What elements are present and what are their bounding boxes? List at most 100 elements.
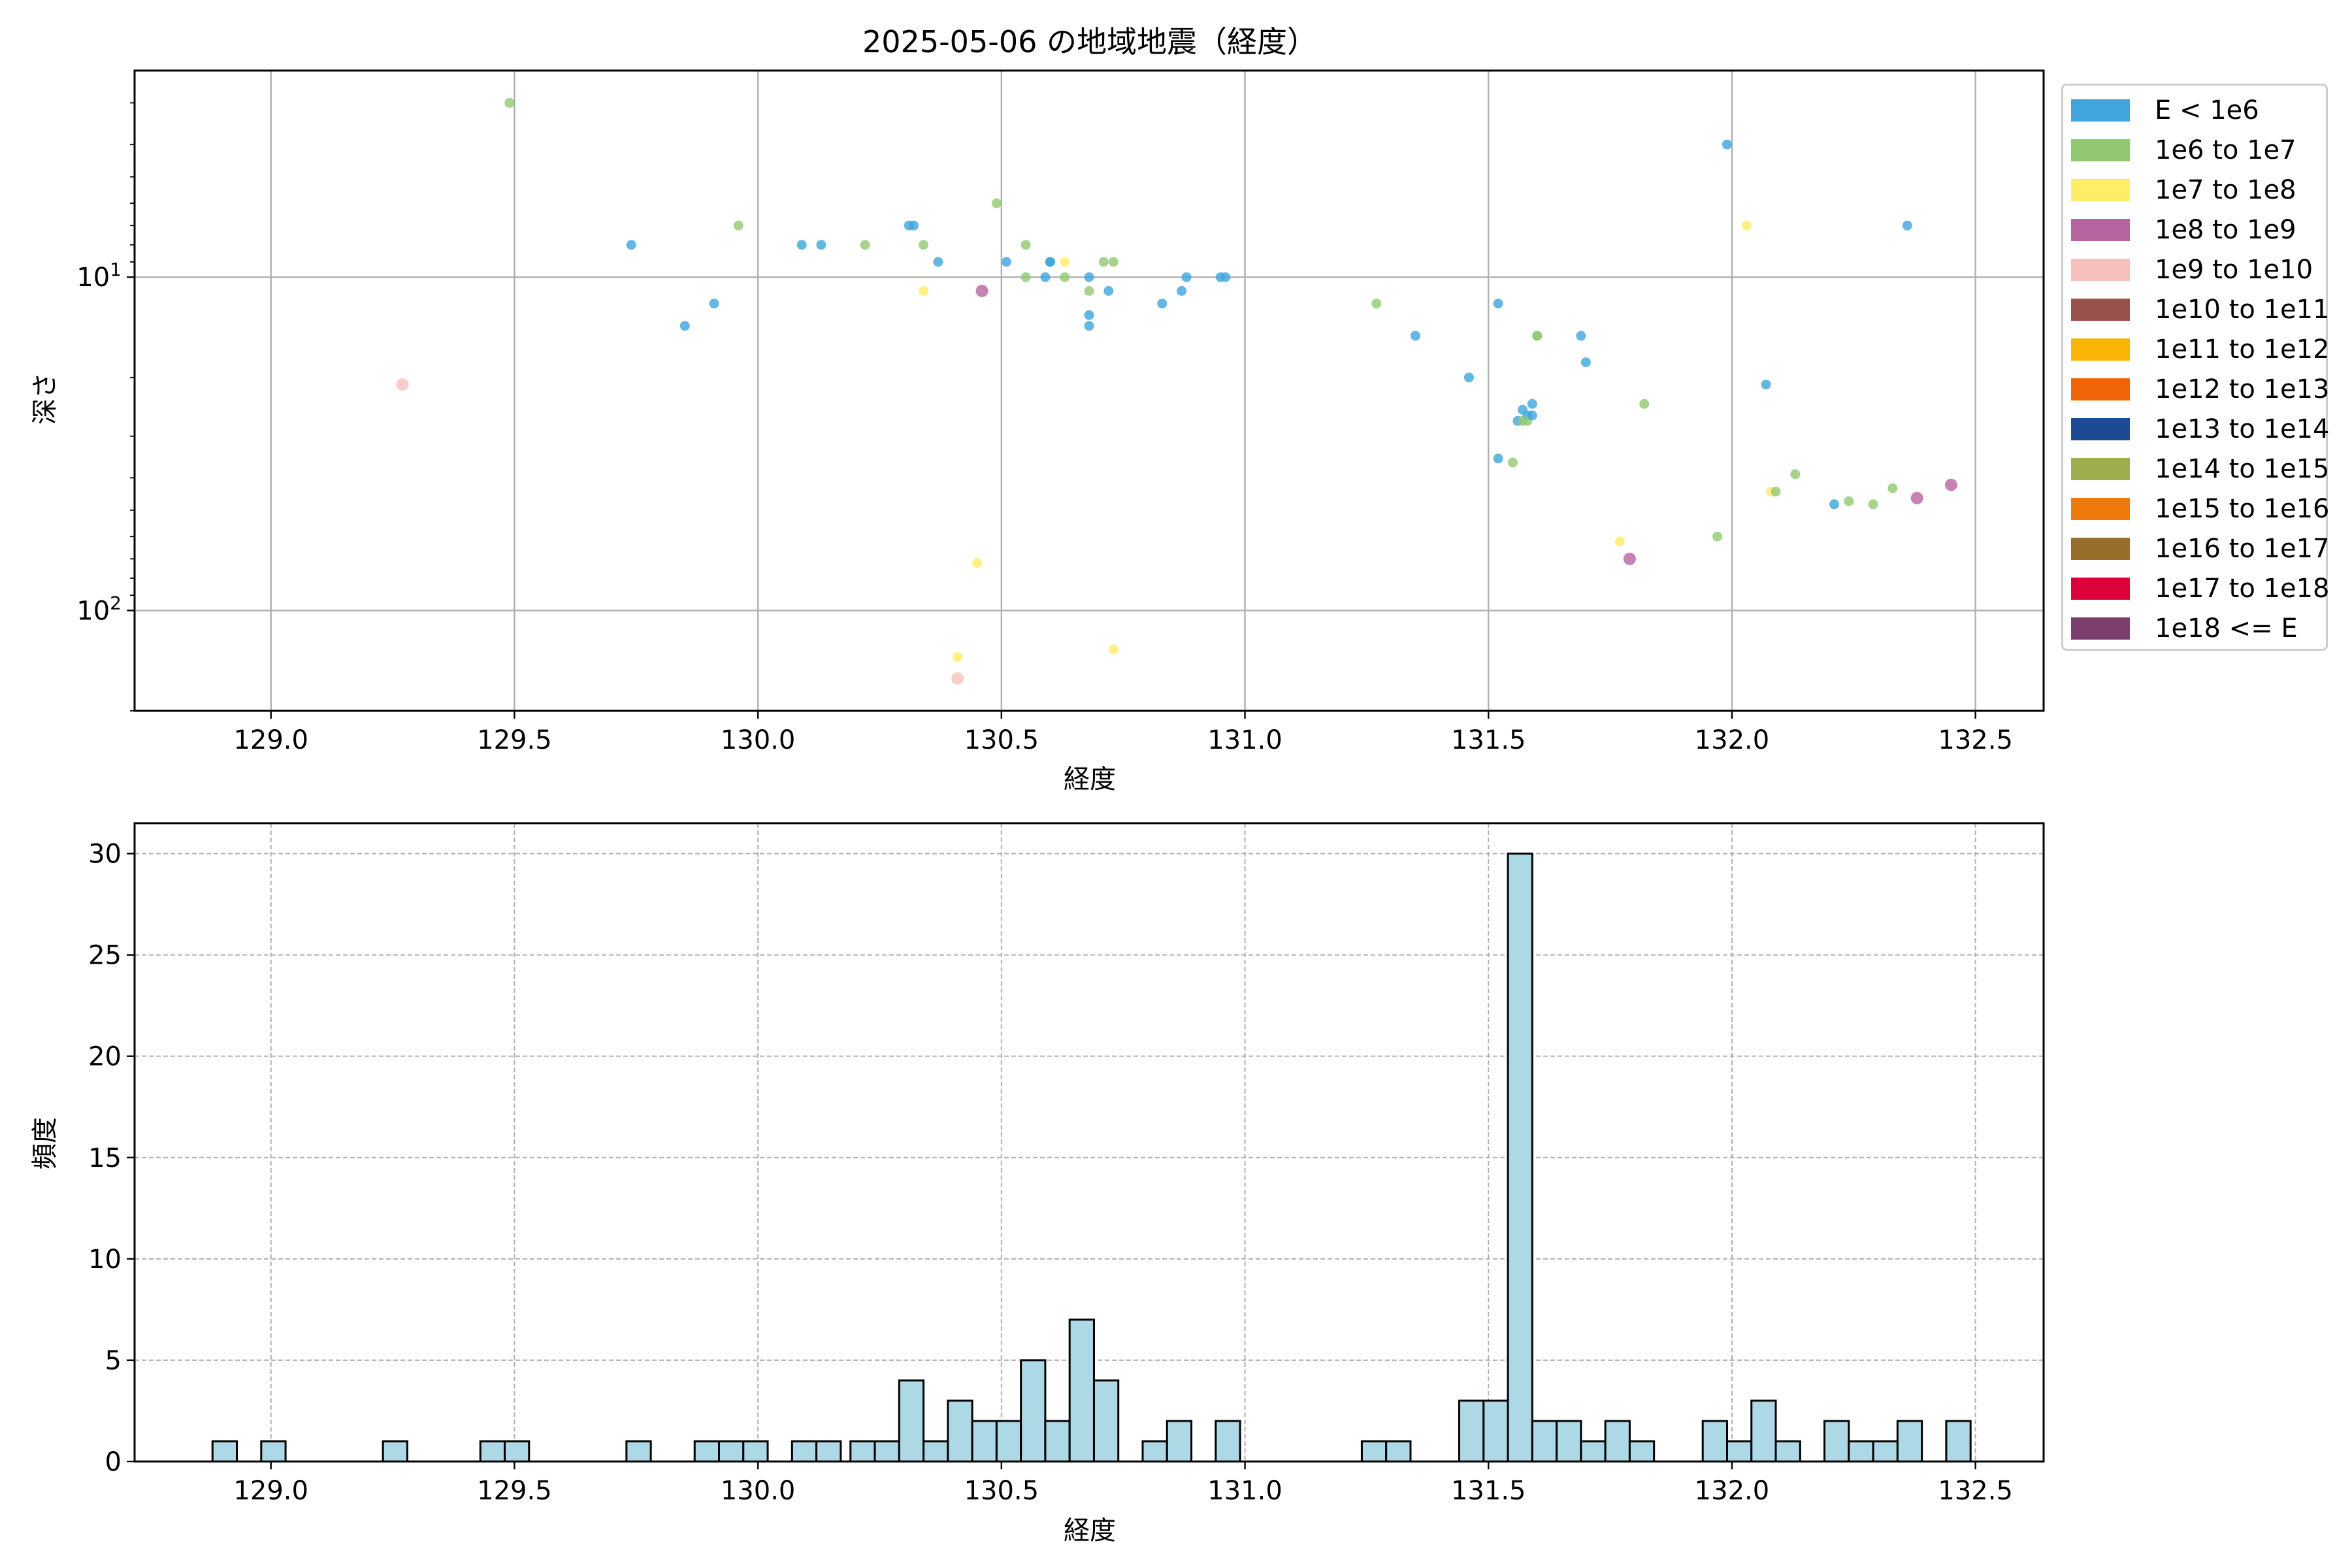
legend-item: 1e18 <= E (2071, 613, 2298, 644)
scatter-point (1157, 299, 1168, 309)
histogram-bar (898, 1379, 925, 1463)
histogram-bar (1848, 1440, 1874, 1463)
scatter-point (796, 240, 807, 250)
histogram-bar (1872, 1440, 1899, 1463)
scatter-point (1084, 272, 1094, 282)
legend-label: 1e17 to 1e18 (2155, 574, 2330, 604)
histogram-axes-frame (133, 822, 2045, 1463)
legend-swatch (2071, 378, 2130, 400)
histogram-bar (717, 1440, 745, 1463)
scatter-x-tick-label: 131.5 (1451, 725, 1526, 755)
scatter-point (1639, 399, 1650, 409)
scatter-point (1761, 380, 1771, 390)
scatter-x-tick-label: 130.5 (964, 725, 1039, 755)
histogram-y-tick-label: 20 (88, 1042, 122, 1072)
histogram-y-tick-label: 10 (88, 1245, 122, 1275)
legend-swatch (2071, 139, 2130, 161)
histogram-x-tick-label: 130.5 (964, 1476, 1039, 1506)
scatter-point (1902, 220, 1912, 231)
legend-item: 1e13 to 1e14 (2071, 414, 2330, 444)
scatter-point (909, 220, 919, 231)
histogram-x-tick-label: 132.0 (1695, 1476, 1770, 1506)
legend-item: 1e8 to 1e9 (2071, 215, 2296, 245)
scatter-point (1527, 410, 1537, 421)
histogram-bar (1945, 1420, 1972, 1463)
legend: E < 1e6 1e6 to 1e7 1e7 to 1e8 1e8 to 1e9 1e9… (2061, 84, 2330, 651)
scatter-point (709, 299, 719, 309)
histogram-x-ticks: 129.0 129.5 130.0 130.5 131.0 131.5 132.0 132.5 (233, 1462, 2013, 1506)
histogram-x-label: 経度 (1064, 1516, 1116, 1546)
histogram-y-tick-label: 30 (88, 840, 122, 870)
histogram-y-ticks: 0 5 10 15 20 25 30 (88, 840, 135, 1477)
histogram-bar (1092, 1379, 1120, 1463)
legend-item: 1e11 to 1e12 (2071, 335, 2330, 365)
legend-label: 1e14 to 1e15 (2155, 454, 2330, 484)
scatter-point (1493, 453, 1503, 464)
histogram-bar (874, 1440, 900, 1463)
histogram-bar (1701, 1420, 1728, 1463)
scatter-point (1040, 272, 1051, 282)
histogram-y-tick-label: 25 (88, 941, 122, 971)
legend-swatch (2071, 418, 2130, 440)
legend-item: 1e16 to 1e17 (2071, 534, 2330, 564)
scatter-point (1181, 272, 1192, 282)
legend-item: 1e14 to 1e15 (2071, 454, 2330, 484)
histogram-bar (947, 1399, 973, 1463)
legend-swatch (2071, 219, 2130, 241)
histogram-bar (791, 1440, 818, 1463)
scatter-point (919, 286, 929, 296)
legend-swatch (2071, 299, 2130, 321)
histogram-bar (1482, 1399, 1509, 1463)
scatter-point (1493, 299, 1503, 309)
scatter-point (1910, 491, 1923, 504)
scatter-point (1084, 310, 1094, 320)
scatter-point (679, 321, 690, 331)
legend-label: 1e15 to 1e16 (2155, 494, 2330, 524)
scatter-point (1045, 257, 1055, 267)
scatter-y-ticks: 101 102 (76, 102, 135, 711)
scatter-x-tick-label: 129.0 (233, 725, 308, 755)
histogram-bar (1458, 1399, 1485, 1463)
legend-item: 1e15 to 1e16 (2071, 494, 2330, 524)
scatter-point (1868, 499, 1878, 510)
legend-label: 1e8 to 1e9 (2155, 215, 2296, 245)
scatter-x-tick-label: 130.0 (721, 725, 796, 755)
scatter-point (1844, 496, 1854, 506)
scatter-point (1580, 357, 1591, 367)
histogram-panel: 129.0 129.5 130.0 130.5 131.0 131.5 132.0 132.5… (30, 822, 2045, 1546)
histogram-bar (693, 1440, 720, 1463)
scatter-point (933, 257, 943, 267)
scatter-x-label: 経度 (1064, 764, 1116, 794)
histogram-y-label: 頻度 (30, 1117, 60, 1169)
legend-swatch (2071, 259, 2130, 281)
scatter-point (1790, 469, 1801, 480)
legend-swatch (2071, 498, 2130, 520)
scatter-point (1084, 321, 1094, 331)
scatter-x-ticks: 129.0 129.5 130.0 130.5 131.0 131.5 132.0 132.5 (233, 711, 2013, 755)
scatter-point (1021, 240, 1031, 250)
scatter-point (1829, 499, 1839, 510)
scatter-point (1771, 487, 1781, 497)
histogram-bar (1725, 1440, 1753, 1463)
histogram-bar (1044, 1420, 1071, 1463)
scatter-point (1103, 286, 1114, 296)
scatter-point (1614, 536, 1625, 546)
histogram-bar (1556, 1420, 1582, 1463)
histogram-x-tick-label: 131.0 (1207, 1476, 1282, 1506)
histogram-bar (1360, 1440, 1388, 1463)
histogram-bar (1215, 1420, 1241, 1463)
scatter-x-tick-label: 132.5 (1938, 725, 2013, 755)
legend-label: 1e7 to 1e8 (2155, 175, 2296, 205)
histogram-bar (1580, 1440, 1607, 1463)
scatter-point (1623, 552, 1636, 565)
histogram-x-tick-label: 131.5 (1451, 1476, 1526, 1506)
scatter-point (1001, 257, 1011, 267)
scatter-point (1532, 331, 1543, 341)
scatter-point (953, 652, 963, 662)
histogram-bar (1020, 1359, 1047, 1463)
scatter-y-tick-label: 101 (76, 259, 122, 293)
scatter-point (1527, 399, 1537, 409)
histogram-bar (1604, 1420, 1631, 1463)
histogram-x-tick-label: 132.5 (1938, 1476, 2013, 1506)
